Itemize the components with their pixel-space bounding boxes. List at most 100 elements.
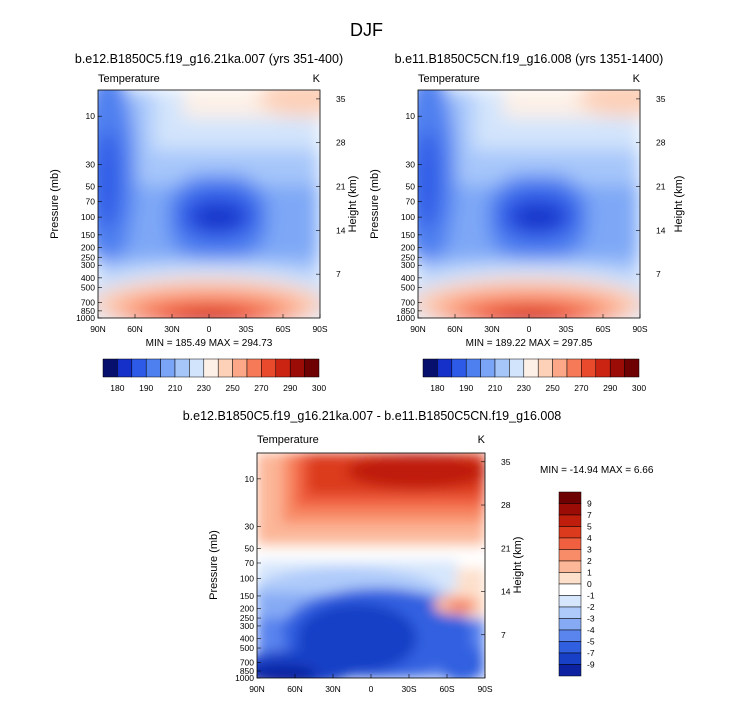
panel-right-colorbar-swatch bbox=[422, 358, 438, 378]
panel-right-y-tick-label: 1000 bbox=[396, 313, 415, 323]
panel-left-colorbar-swatch bbox=[304, 358, 320, 378]
panel-diff-ylabel: Pressure (mb) bbox=[208, 530, 220, 600]
panel-right-x-tick-label: 30S bbox=[558, 324, 573, 334]
panel-left-colorbar-swatch bbox=[261, 358, 277, 378]
panel-diff-right-tick-label: 35 bbox=[501, 457, 511, 467]
panel-left-variable-label: Temperature bbox=[98, 73, 160, 85]
panel-right-x-ticks: 90N 60N 30N 0 30S 60S 90S bbox=[410, 314, 648, 334]
panel-left-colorbar-swatch bbox=[131, 358, 147, 378]
panel-diff-x-tick-label: 30N bbox=[325, 684, 341, 694]
panel-left-colorbar-swatch bbox=[275, 358, 291, 378]
panel-diff-right-tick-label: 21 bbox=[501, 543, 511, 553]
panel-right-colorbar-label: 270 bbox=[574, 383, 588, 393]
panel-left-colorbar-label: 180 bbox=[110, 383, 124, 393]
panel-left-colorbar-label: 290 bbox=[283, 383, 297, 393]
panel-diff-colorbar-swatch bbox=[558, 652, 582, 665]
panel-right-x-tick-label: 90S bbox=[632, 324, 647, 334]
panel-diff-field bbox=[257, 453, 485, 678]
panel-left-y-tick-label: 50 bbox=[86, 182, 96, 192]
panel-diff-colorbar-label: 3 bbox=[587, 545, 592, 555]
panel-right-colorbar-swatch bbox=[465, 358, 481, 378]
panel-diff-stats: MIN = -14.94 MAX = 6.66 bbox=[540, 465, 654, 476]
panel-right-colorbar-swatch bbox=[552, 358, 568, 378]
panel-left-y-tick-label: 150 bbox=[81, 230, 95, 240]
panel-left-right-tick-label: 35 bbox=[336, 94, 346, 104]
panel-left-y-tick-label: 700 bbox=[81, 297, 95, 307]
panel-left-colorbar-label: 190 bbox=[139, 383, 153, 393]
figure-title: DJF bbox=[350, 20, 383, 40]
panel-diff: b.e12.B1850C5.f19_g16.21ka.007 - b.e11.B… bbox=[183, 409, 654, 694]
panel-left-y-tick-label: 70 bbox=[86, 196, 96, 206]
panel-left-right-tick-label: 21 bbox=[336, 182, 346, 192]
panel-diff-x-tick-label: 90S bbox=[477, 684, 492, 694]
panel-diff-colorbar-swatch bbox=[558, 537, 582, 550]
panel-left-y-tick-label: 400 bbox=[81, 273, 95, 283]
panel-right-colorbar-swatch bbox=[609, 358, 625, 378]
panel-right-colorbar-label: 210 bbox=[488, 383, 502, 393]
panel-diff-colorbar-swatch bbox=[558, 618, 582, 631]
panel-right-variable-label: Temperature bbox=[418, 73, 480, 85]
panel-right-ylabel: Pressure (mb) bbox=[369, 169, 381, 239]
panel-right-right-tick-label: 14 bbox=[656, 225, 666, 235]
panel-left-y-tick-label: 250 bbox=[81, 252, 95, 262]
panel-left-x-tick-label: 90N bbox=[90, 324, 106, 334]
panel-right-y-tick-label: 30 bbox=[406, 159, 416, 169]
panel-diff-y-tick-label: 70 bbox=[245, 558, 255, 568]
panel-right-right-ticks: 35 28 21 14 7 bbox=[636, 94, 666, 279]
panel-diff-colorbar-swatch bbox=[558, 629, 582, 642]
panel-right-right-tick-label: 28 bbox=[656, 138, 666, 148]
panel-right-y-tick-label: 250 bbox=[401, 252, 415, 262]
panel-left-colorbar-swatch bbox=[289, 358, 305, 378]
panel-diff-x-tick-label: 90N bbox=[249, 684, 265, 694]
panel-diff-y-tick-label: 250 bbox=[240, 613, 254, 623]
panel-right-colorbar-swatch bbox=[437, 358, 453, 378]
panel-left-colorbar-swatch bbox=[145, 358, 161, 378]
panel-diff-colorbar-swatch bbox=[558, 549, 582, 562]
panel-diff-variable-label: Temperature bbox=[257, 434, 319, 446]
panel-diff-x-ticks: 90N 60N 30N 0 30S 60S 90S bbox=[249, 674, 493, 694]
panel-diff-y-tick-label: 50 bbox=[245, 543, 255, 553]
panel-diff-colorbar: 97 54 32 10 -1-2 -3-4 -5-7 -9 bbox=[558, 491, 595, 677]
panel-left-colorbar-label: 250 bbox=[226, 383, 240, 393]
panel-right-y-tick-label: 100 bbox=[401, 212, 415, 222]
panel-right-y-tick-label: 70 bbox=[406, 196, 416, 206]
panel-diff-colorbar-swatch bbox=[558, 526, 582, 539]
panel-left-colorbar-swatch bbox=[232, 358, 248, 378]
panel-diff-colorbar-swatch bbox=[558, 583, 582, 596]
panel-right-y-tick-label: 50 bbox=[406, 182, 416, 192]
panel-right-field bbox=[418, 90, 640, 318]
panel-left-x-tick-label: 60N bbox=[127, 324, 143, 334]
panel-diff-y-tick-label: 10 bbox=[245, 474, 255, 484]
panel-diff-colorbar-label: -4 bbox=[587, 625, 595, 635]
panel-diff-title: b.e12.B1850C5.f19_g16.21ka.007 - b.e11.B… bbox=[183, 409, 562, 423]
panel-diff-colorbar-label: 2 bbox=[587, 556, 592, 566]
panel-diff-y-tick-label: 500 bbox=[240, 643, 254, 653]
panel-left-x-tick-label: 60S bbox=[275, 324, 290, 334]
panel-diff-colorbar-swatch bbox=[558, 606, 582, 619]
panel-right-colorbar-swatch bbox=[494, 358, 510, 378]
panel-right-right-tick-label: 7 bbox=[656, 269, 661, 279]
panel-right-x-tick-label: 60S bbox=[595, 324, 610, 334]
panel-left-ylabel: Pressure (mb) bbox=[49, 169, 61, 239]
panel-left-colorbar-label: 230 bbox=[197, 383, 211, 393]
panel-diff-colorbar-label: -2 bbox=[587, 602, 595, 612]
panel-diff-colorbar-label: -1 bbox=[587, 591, 595, 601]
panel-diff-colorbar-label: -9 bbox=[587, 660, 595, 670]
panel-left-y-tick-label: 30 bbox=[86, 159, 96, 169]
panel-right-colorbar-swatch bbox=[509, 358, 525, 378]
panel-left-y-tick-label: 850 bbox=[81, 306, 95, 316]
panel-diff-colorbar-label: 9 bbox=[587, 499, 592, 509]
panel-left-x-tick-label: 0 bbox=[207, 324, 212, 334]
panel-diff-y-tick-label: 200 bbox=[240, 603, 254, 613]
panel-diff-x-tick-label: 60S bbox=[439, 684, 454, 694]
panel-right-colorbar-label: 230 bbox=[517, 383, 531, 393]
panel-right-colorbar-label: 180 bbox=[430, 383, 444, 393]
panel-diff-y-tick-label: 850 bbox=[240, 666, 254, 676]
panel-left-colorbar: 180 190 210 230 250 270 290 300 bbox=[102, 358, 326, 393]
panel-right-right-tick-label: 21 bbox=[656, 182, 666, 192]
panel-diff-x-tick-label: 0 bbox=[369, 684, 374, 694]
panel-diff-units: K bbox=[478, 434, 486, 446]
panel-left-y-tick-label: 100 bbox=[81, 212, 95, 222]
panel-right-colorbar-label: 290 bbox=[603, 383, 617, 393]
